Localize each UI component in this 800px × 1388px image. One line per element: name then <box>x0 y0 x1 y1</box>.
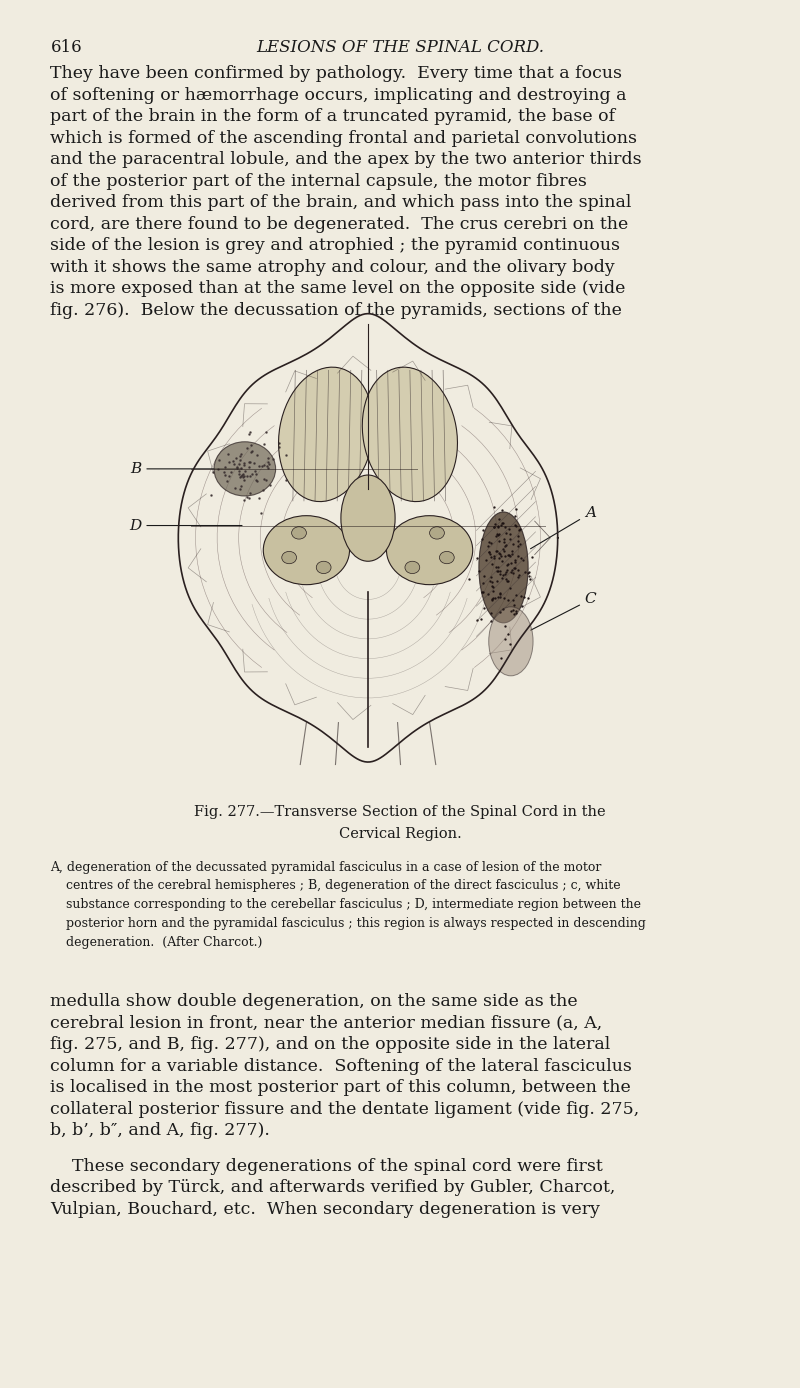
Ellipse shape <box>386 516 473 584</box>
Text: fig. 275, and B, fig. 277), and on the opposite side in the lateral: fig. 275, and B, fig. 277), and on the o… <box>50 1035 610 1053</box>
Ellipse shape <box>439 551 454 564</box>
Text: of the posterior part of the internal capsule, the motor fibres: of the posterior part of the internal ca… <box>50 172 587 190</box>
Text: is localised in the most posterior part of this column, between the: is localised in the most posterior part … <box>50 1080 631 1097</box>
Text: column for a variable distance.  Softening of the lateral fasciculus: column for a variable distance. Softenin… <box>50 1058 632 1074</box>
Ellipse shape <box>341 475 395 561</box>
Text: degeneration.  (After Charcot.): degeneration. (After Charcot.) <box>50 936 262 948</box>
Text: Fig. 277.—Transverse Section of the Spinal Cord in the: Fig. 277.—Transverse Section of the Spin… <box>194 805 606 819</box>
Ellipse shape <box>292 527 306 539</box>
Text: with it shows the same atrophy and colour, and the olivary body: with it shows the same atrophy and colou… <box>50 258 615 276</box>
Text: posterior horn and the pyramidal fasciculus ; this region is always respected in: posterior horn and the pyramidal fascicu… <box>50 916 646 930</box>
Text: They have been confirmed by pathology.  Every time that a focus: They have been confirmed by pathology. E… <box>50 65 622 82</box>
Polygon shape <box>178 314 558 762</box>
Text: part of the brain in the form of a truncated pyramid, the base of: part of the brain in the form of a trunc… <box>50 108 615 125</box>
Text: and the paracentral lobule, and the apex by the two anterior thirds: and the paracentral lobule, and the apex… <box>50 151 642 168</box>
Text: Vulpian, Bouchard, etc.  When secondary degeneration is very: Vulpian, Bouchard, etc. When secondary d… <box>50 1201 600 1217</box>
Ellipse shape <box>278 368 374 501</box>
Text: derived from this part of the brain, and which pass into the spinal: derived from this part of the brain, and… <box>50 194 632 211</box>
Ellipse shape <box>362 368 458 501</box>
Text: fig. 276).  Below the decussation of the pyramids, sections of the: fig. 276). Below the decussation of the … <box>50 301 622 319</box>
Text: centres of the cerebral hemispheres ; B, degeneration of the direct fasciculus ;: centres of the cerebral hemispheres ; B,… <box>50 880 621 892</box>
Ellipse shape <box>479 512 528 623</box>
Text: described by Türck, and afterwards verified by Gubler, Charcot,: described by Türck, and afterwards verif… <box>50 1180 616 1196</box>
Text: medulla show double degeneration, on the same side as the: medulla show double degeneration, on the… <box>50 994 578 1010</box>
Ellipse shape <box>316 561 331 573</box>
Ellipse shape <box>214 441 276 496</box>
Ellipse shape <box>282 551 297 564</box>
Text: LESIONS OF THE SPINAL CORD.: LESIONS OF THE SPINAL CORD. <box>256 39 544 56</box>
Text: 616: 616 <box>50 39 82 56</box>
Text: B: B <box>130 462 242 476</box>
Text: is more exposed than at the same level on the opposite side (vide: is more exposed than at the same level o… <box>50 280 626 297</box>
Ellipse shape <box>263 516 350 584</box>
Text: Cervical Region.: Cervical Region. <box>338 827 462 841</box>
Text: collateral posterior fissure and the dentate ligament (vide fig. 275,: collateral posterior fissure and the den… <box>50 1101 640 1117</box>
Text: D: D <box>129 519 242 533</box>
Text: cerebral lesion in front, near the anterior median fissure (a, A,: cerebral lesion in front, near the anter… <box>50 1015 602 1031</box>
Text: C: C <box>530 593 597 630</box>
Ellipse shape <box>405 561 420 573</box>
Text: substance corresponding to the cerebellar fasciculus ; D, intermediate region be: substance corresponding to the cerebella… <box>50 898 642 911</box>
Text: which is formed of the ascending frontal and parietal convolutions: which is formed of the ascending frontal… <box>50 129 638 147</box>
Text: These secondary degenerations of the spinal cord were first: These secondary degenerations of the spi… <box>50 1158 603 1174</box>
Text: of softening or hæmorrhage occurs, implicating and destroying a: of softening or hæmorrhage occurs, impli… <box>50 87 627 104</box>
Ellipse shape <box>489 607 533 676</box>
Text: b, b’, b″, and A, fig. 277).: b, b’, b″, and A, fig. 277). <box>50 1123 270 1140</box>
Text: A, degeneration of the decussated pyramidal fasciculus in a case of lesion of th: A, degeneration of the decussated pyrami… <box>50 861 602 873</box>
Ellipse shape <box>430 527 444 539</box>
Text: cord, are there found to be degenerated.  The crus cerebri on the: cord, are there found to be degenerated.… <box>50 215 629 233</box>
Text: A: A <box>530 507 596 548</box>
Text: side of the lesion is grey and atrophied ; the pyramid continuous: side of the lesion is grey and atrophied… <box>50 237 621 254</box>
